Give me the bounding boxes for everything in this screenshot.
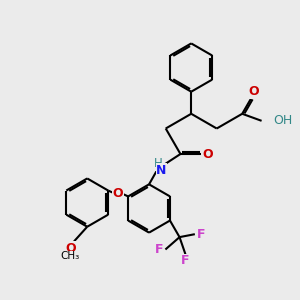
Text: OH: OH [273,114,292,127]
Text: CH₃: CH₃ [61,251,80,261]
Text: F: F [197,228,206,241]
Text: O: O [202,148,213,160]
Text: N: N [156,164,167,177]
Text: O: O [66,242,76,255]
Text: O: O [248,85,259,98]
Text: H: H [154,157,162,170]
Text: F: F [181,254,190,267]
Text: F: F [155,243,164,256]
Text: O: O [113,187,124,200]
